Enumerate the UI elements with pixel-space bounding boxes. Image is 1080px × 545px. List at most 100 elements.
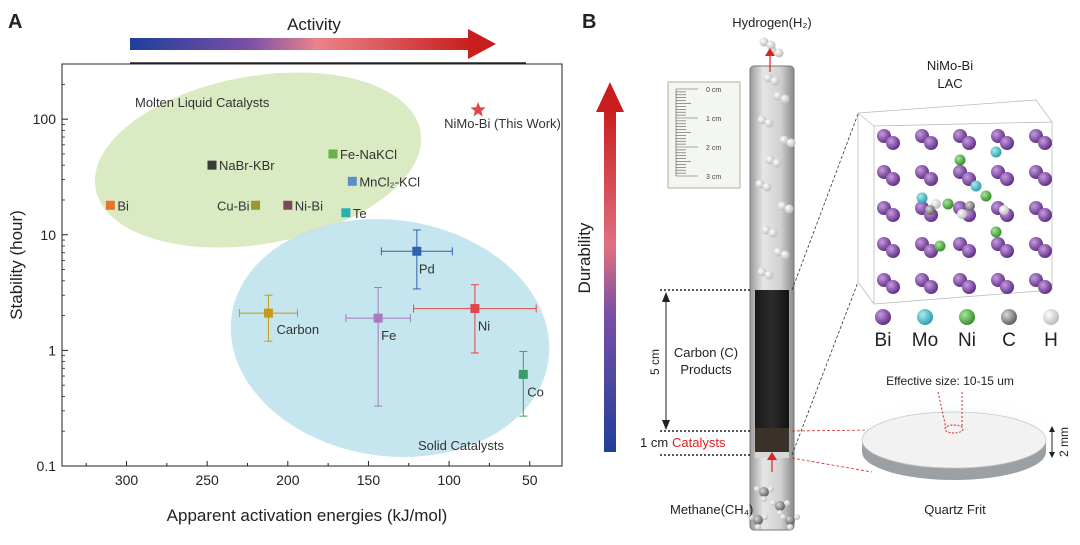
atom-mo: [916, 192, 928, 204]
liquid-catalysts-ellipse: [94, 72, 422, 248]
effective-size-callout: [937, 391, 964, 434]
lac-title-line1: NiMo-Bi: [927, 58, 973, 73]
lac-crystal-box: [857, 99, 1053, 305]
atom-bi: [1038, 208, 1052, 222]
x-tick-label: 250: [195, 472, 219, 488]
data-point-label: Carbon: [276, 322, 319, 337]
atom-bi: [924, 136, 938, 150]
legend-label: H: [1044, 330, 1058, 351]
atom-ni: [934, 240, 946, 252]
catalysts-label: Catalysts: [672, 435, 726, 450]
atom-bi: [1038, 136, 1052, 150]
y-tick-label: 10: [40, 227, 56, 243]
legend-label: C: [1002, 330, 1016, 351]
hydrogen-bubble: [773, 91, 783, 101]
hydrogen-bubble: [784, 204, 794, 214]
atom-bi: [1000, 136, 1014, 150]
ruler-inset: [667, 81, 741, 189]
atom-ni: [954, 154, 966, 166]
methane-hydrogen: [762, 514, 768, 520]
methane-hydrogen: [787, 524, 793, 530]
durability-arrow: [596, 82, 624, 452]
y-axis-label: Stability (hour): [7, 210, 26, 320]
hydrogen-bubble: [759, 37, 769, 47]
methane-hydrogen: [784, 500, 790, 506]
data-point-label: Te: [353, 206, 367, 221]
activity-arrow: [130, 29, 526, 64]
hydrogen-bubble: [757, 115, 767, 125]
atom-bi: [962, 244, 976, 258]
atom-bi: [886, 208, 900, 222]
data-point-label: NiMo-Bi (This Work): [444, 116, 561, 131]
atom-bi: [924, 172, 938, 186]
methane-carbon: [753, 515, 763, 525]
carbon-products-line2: Products: [680, 362, 732, 377]
atom-bi: [1000, 280, 1014, 294]
element-legend: Bi Mo Ni C H: [875, 309, 1059, 351]
methane-hydrogen: [748, 514, 754, 520]
atom-bi: [924, 244, 938, 258]
hydrogen-bubble: [770, 76, 780, 86]
atom-ni: [942, 198, 954, 210]
hydrogen-bubble: [773, 247, 783, 257]
effective-size-label: Effective size: 10-15 um: [886, 374, 1014, 388]
quartz-frit: [861, 411, 1047, 480]
atom-bi: [1000, 244, 1014, 258]
panel-a-letter: A: [8, 11, 22, 33]
hydrogen-bubble: [761, 225, 771, 235]
atom-bi: [962, 280, 976, 294]
hydrogen-bubble: [780, 250, 790, 260]
hydrogen-bubble: [757, 267, 767, 277]
hydrogen-bubble: [766, 40, 776, 50]
data-point: [283, 200, 293, 210]
data-point: [518, 369, 528, 379]
legend-swatch-h: [1043, 309, 1059, 325]
data-point-label: Cu-Bi: [217, 198, 250, 213]
data-point: [373, 313, 383, 323]
hydrogen-bubble: [768, 228, 778, 238]
methane-hydrogen: [761, 496, 767, 502]
panel-b-letter: B: [582, 11, 596, 33]
atom-bi: [886, 172, 900, 186]
frit-thickness-marker: [1049, 426, 1055, 458]
hydrogen-bubble: [764, 118, 774, 128]
data-point: [207, 160, 217, 170]
methane-hydrogen: [780, 514, 786, 520]
hydrogen-bubble: [780, 94, 790, 104]
ruler-tick-1: 1 cm: [706, 116, 721, 123]
frit-thickness-label: 2 mm: [1057, 427, 1071, 457]
legend-label: Bi: [875, 330, 892, 351]
hydrogen-bubble: [772, 158, 782, 168]
data-point: [105, 200, 115, 210]
methane-carbon: [785, 515, 795, 525]
data-point-label: Co: [527, 384, 544, 399]
atom-bi: [886, 244, 900, 258]
x-tick-label: 150: [357, 472, 381, 488]
solid-catalysts-label: Solid Catalysts: [418, 438, 504, 453]
data-point: [470, 304, 480, 314]
hydrogen-bubble: [779, 135, 789, 145]
x-tick-label: 100: [437, 472, 461, 488]
data-point: [251, 200, 261, 210]
atom-bi: [1038, 244, 1052, 258]
methane-label: Methane(CH₄): [670, 502, 753, 517]
plot-frame: [61, 63, 563, 467]
hydrogen-bubble: [777, 201, 787, 211]
data-point-label: Fe-NaKCl: [340, 147, 397, 162]
atom-mo: [970, 180, 982, 192]
atom-bi: [924, 280, 938, 294]
atom-h: [999, 205, 1009, 215]
methane-carbon: [759, 487, 769, 497]
hydrogen-bubble: [786, 138, 796, 148]
atom-bi: [962, 136, 976, 150]
methane-carbon: [775, 501, 785, 511]
data-point-label: NaBr-KBr: [219, 158, 275, 173]
atom-mo: [990, 146, 1002, 158]
dim-1cm-label: 1 cm: [640, 435, 668, 450]
atom-bi: [886, 136, 900, 150]
data-points: NiMo-Bi (This Work) NaBr-KBr Fe-NaKCl MnCl₂…: [105, 102, 561, 417]
atom-bi: [886, 280, 900, 294]
methane-arrow: [767, 452, 777, 472]
hydrogen-label: Hydrogen(H₂): [732, 15, 811, 30]
data-point: [341, 208, 351, 218]
